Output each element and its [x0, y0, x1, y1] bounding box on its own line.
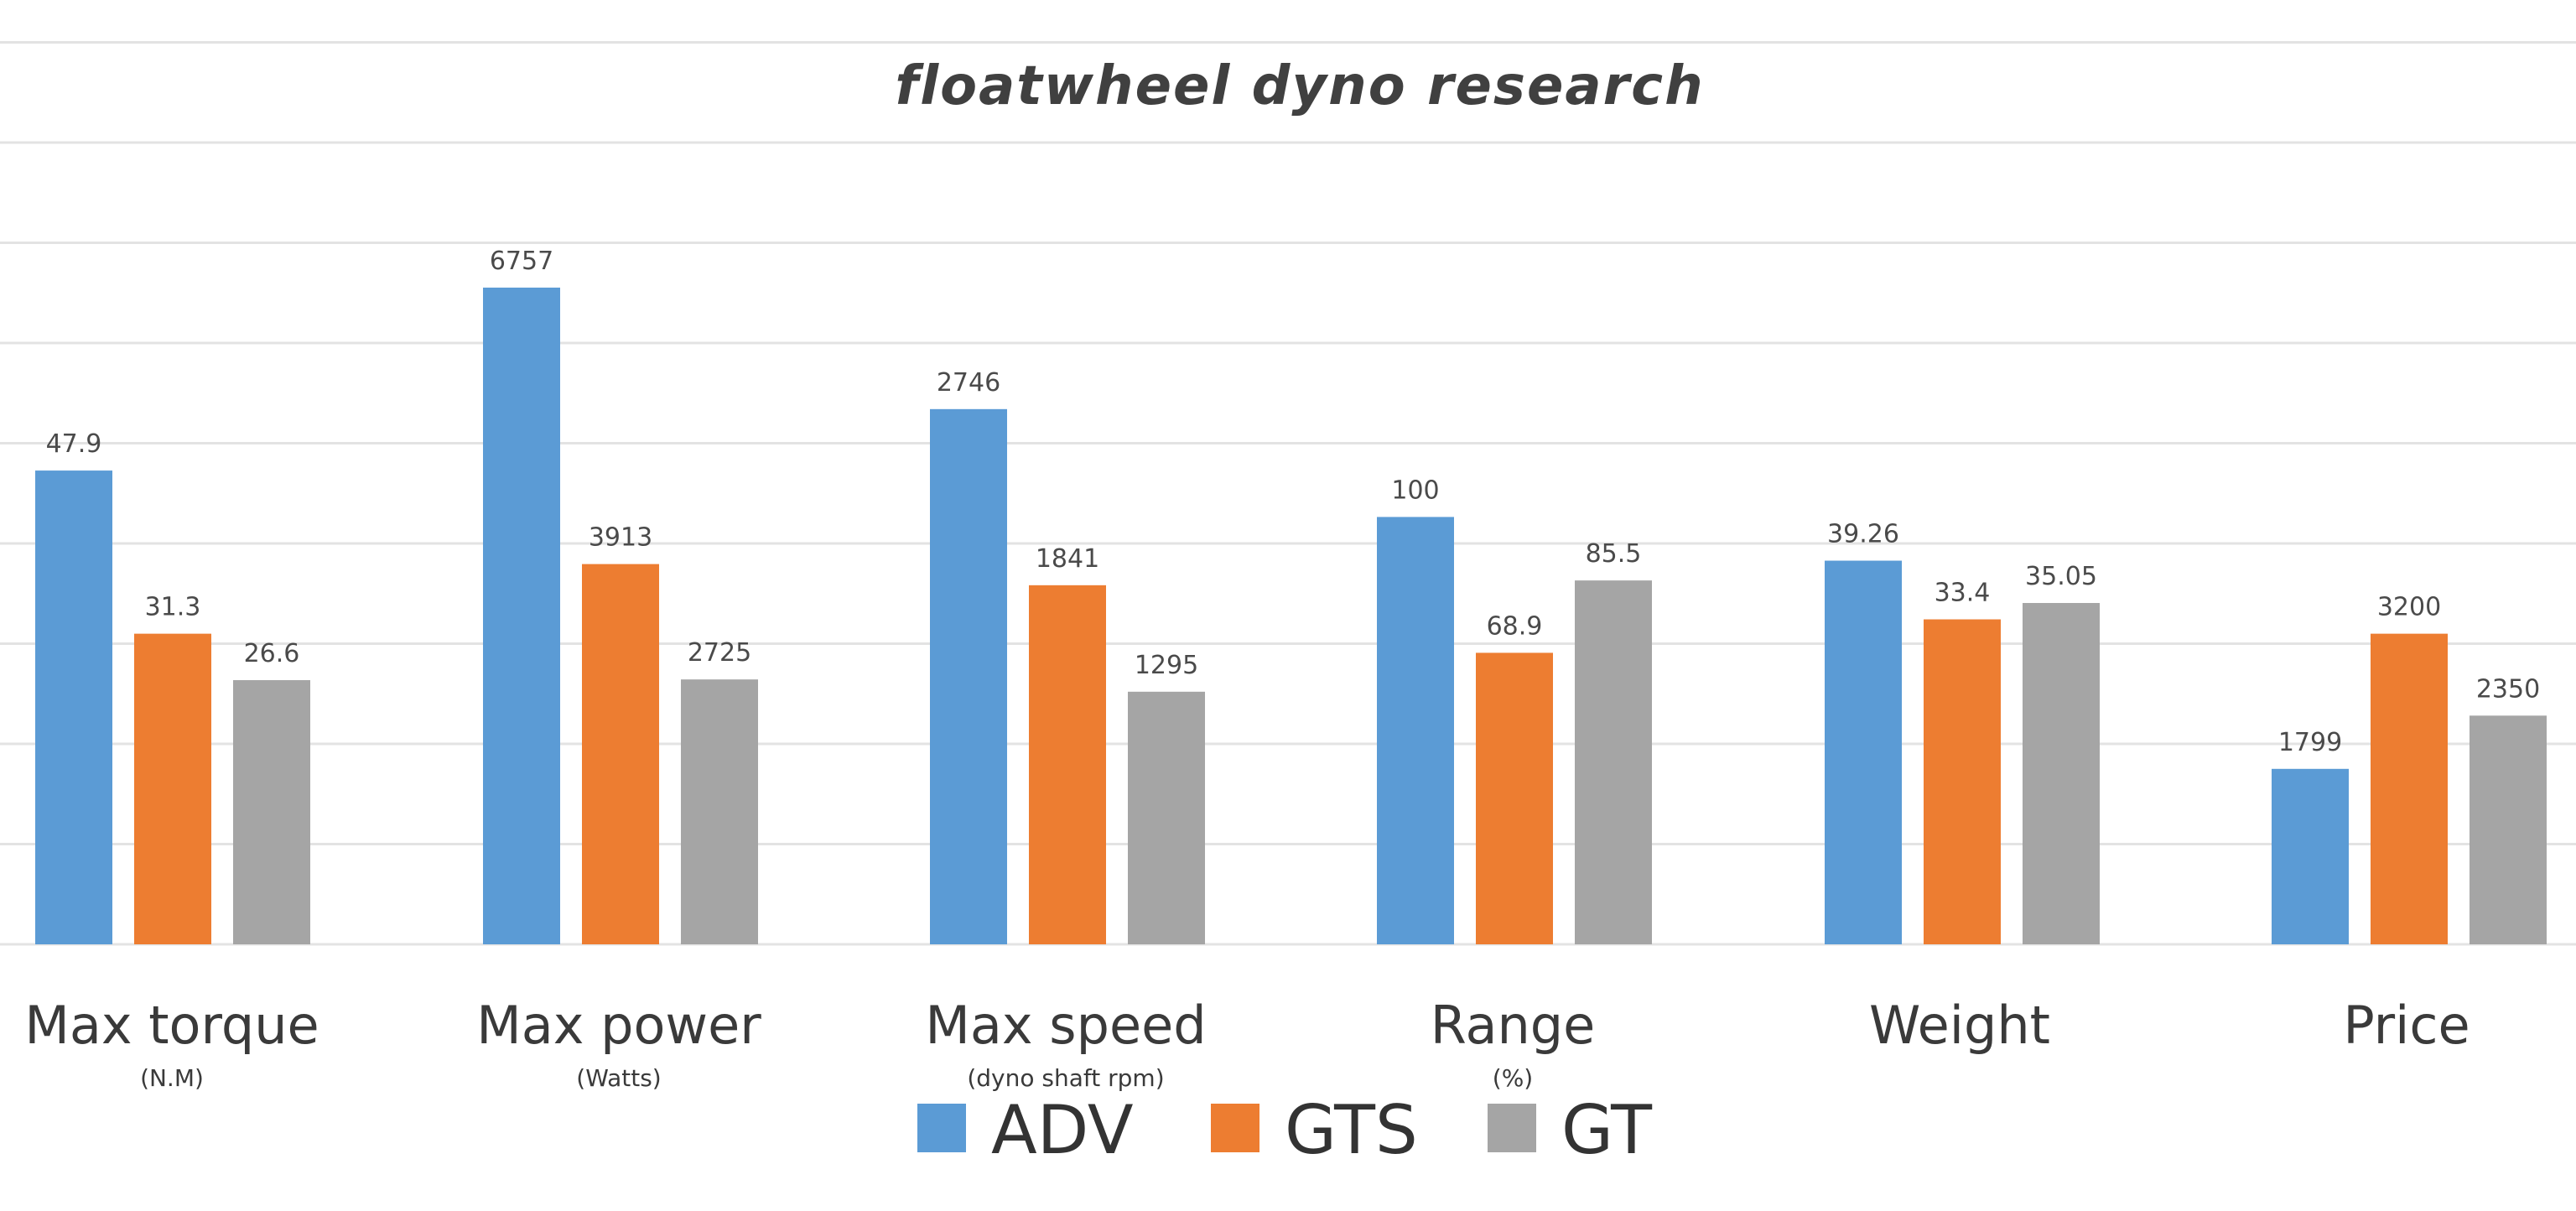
legend-swatch-gts	[1211, 1104, 1259, 1152]
value-label-gts-range: 68.9	[1487, 611, 1543, 641]
bar-gts-max-speed	[1029, 585, 1106, 944]
category-unit-max-speed: (dyno shaft rpm)	[967, 1064, 1164, 1092]
bar-gts-price	[2371, 633, 2448, 944]
category-unit-max-torque: (N.M)	[140, 1064, 204, 1092]
value-label-adv-max-torque: 47.9	[46, 429, 102, 459]
legend-label-gt: GT	[1561, 1091, 1653, 1169]
bar-adv-price	[2272, 768, 2349, 944]
category-label-max-speed: Max speed	[925, 995, 1206, 1056]
category-unit-max-power: (Watts)	[576, 1064, 661, 1092]
bar-adv-weight	[1825, 560, 1902, 944]
legend: ADV GTS GT	[917, 1091, 1653, 1169]
bar-adv-max-power	[483, 287, 560, 944]
bar-adv-max-speed	[930, 408, 1007, 945]
legend-swatch-gt	[1488, 1104, 1536, 1152]
value-label-gt-range: 85.5	[1586, 539, 1642, 569]
bars	[35, 287, 2547, 945]
value-label-gt-max-torque: 26.6	[244, 639, 300, 668]
bar-gt-range	[1575, 580, 1652, 944]
bar-adv-range	[1377, 517, 1454, 944]
value-label-gts-price: 3200	[2377, 593, 2441, 622]
legend-swatch-adv	[917, 1104, 966, 1152]
value-label-gts-max-power: 3913	[589, 523, 652, 553]
value-label-adv-weight: 39.26	[1827, 520, 1899, 549]
category-labels: Max torque (N.M) Max power (Watts) Max speed…	[24, 995, 2470, 1092]
value-label-gt-max-power: 2725	[688, 638, 751, 668]
bar-gts-weight	[1924, 619, 2001, 944]
value-label-gts-max-torque: 31.3	[145, 593, 201, 622]
value-label-adv-range: 100	[1391, 476, 1439, 505]
bar-gt-max-power	[681, 679, 758, 944]
bar-adv-max-torque	[35, 470, 112, 944]
legend-label-gts: GTS	[1285, 1091, 1418, 1169]
gridlines	[0, 41, 2576, 946]
value-label-gt-price: 2350	[2476, 674, 2540, 704]
category-label-max-power: Max power	[476, 995, 761, 1056]
category-label-range: Range	[1431, 995, 1596, 1056]
category-unit-range: (%)	[1493, 1064, 1533, 1092]
value-label-gt-max-speed: 1295	[1135, 651, 1198, 680]
value-label-adv-max-speed: 2746	[937, 368, 1000, 398]
value-label-adv-price: 1799	[2278, 728, 2342, 757]
value-label-gts-weight: 33.4	[1935, 579, 1991, 608]
value-label-adv-max-power: 6757	[490, 247, 553, 276]
bar-gt-price	[2470, 715, 2547, 944]
legend-label-adv: ADV	[991, 1091, 1134, 1169]
value-label-gts-max-speed: 1841	[1036, 544, 1099, 574]
category-label-max-torque: Max torque	[24, 995, 319, 1056]
bar-gts-range	[1476, 652, 1553, 944]
bar-gt-max-torque	[233, 679, 310, 944]
value-labels: 47.9 6757 2746 100 39.26 1799 31.3 3913 1841 68.9…	[46, 247, 2541, 757]
chart-title: floatwheel dyno research	[895, 55, 1704, 117]
bar-gt-weight	[2023, 603, 2100, 944]
value-label-gt-weight: 35.05	[2025, 562, 2097, 591]
bar-gts-max-power	[582, 564, 659, 944]
bar-gts-max-torque	[134, 633, 211, 944]
bar-gt-max-speed	[1128, 691, 1205, 944]
category-label-weight: Weight	[1869, 995, 2050, 1056]
category-label-price: Price	[2343, 995, 2470, 1056]
